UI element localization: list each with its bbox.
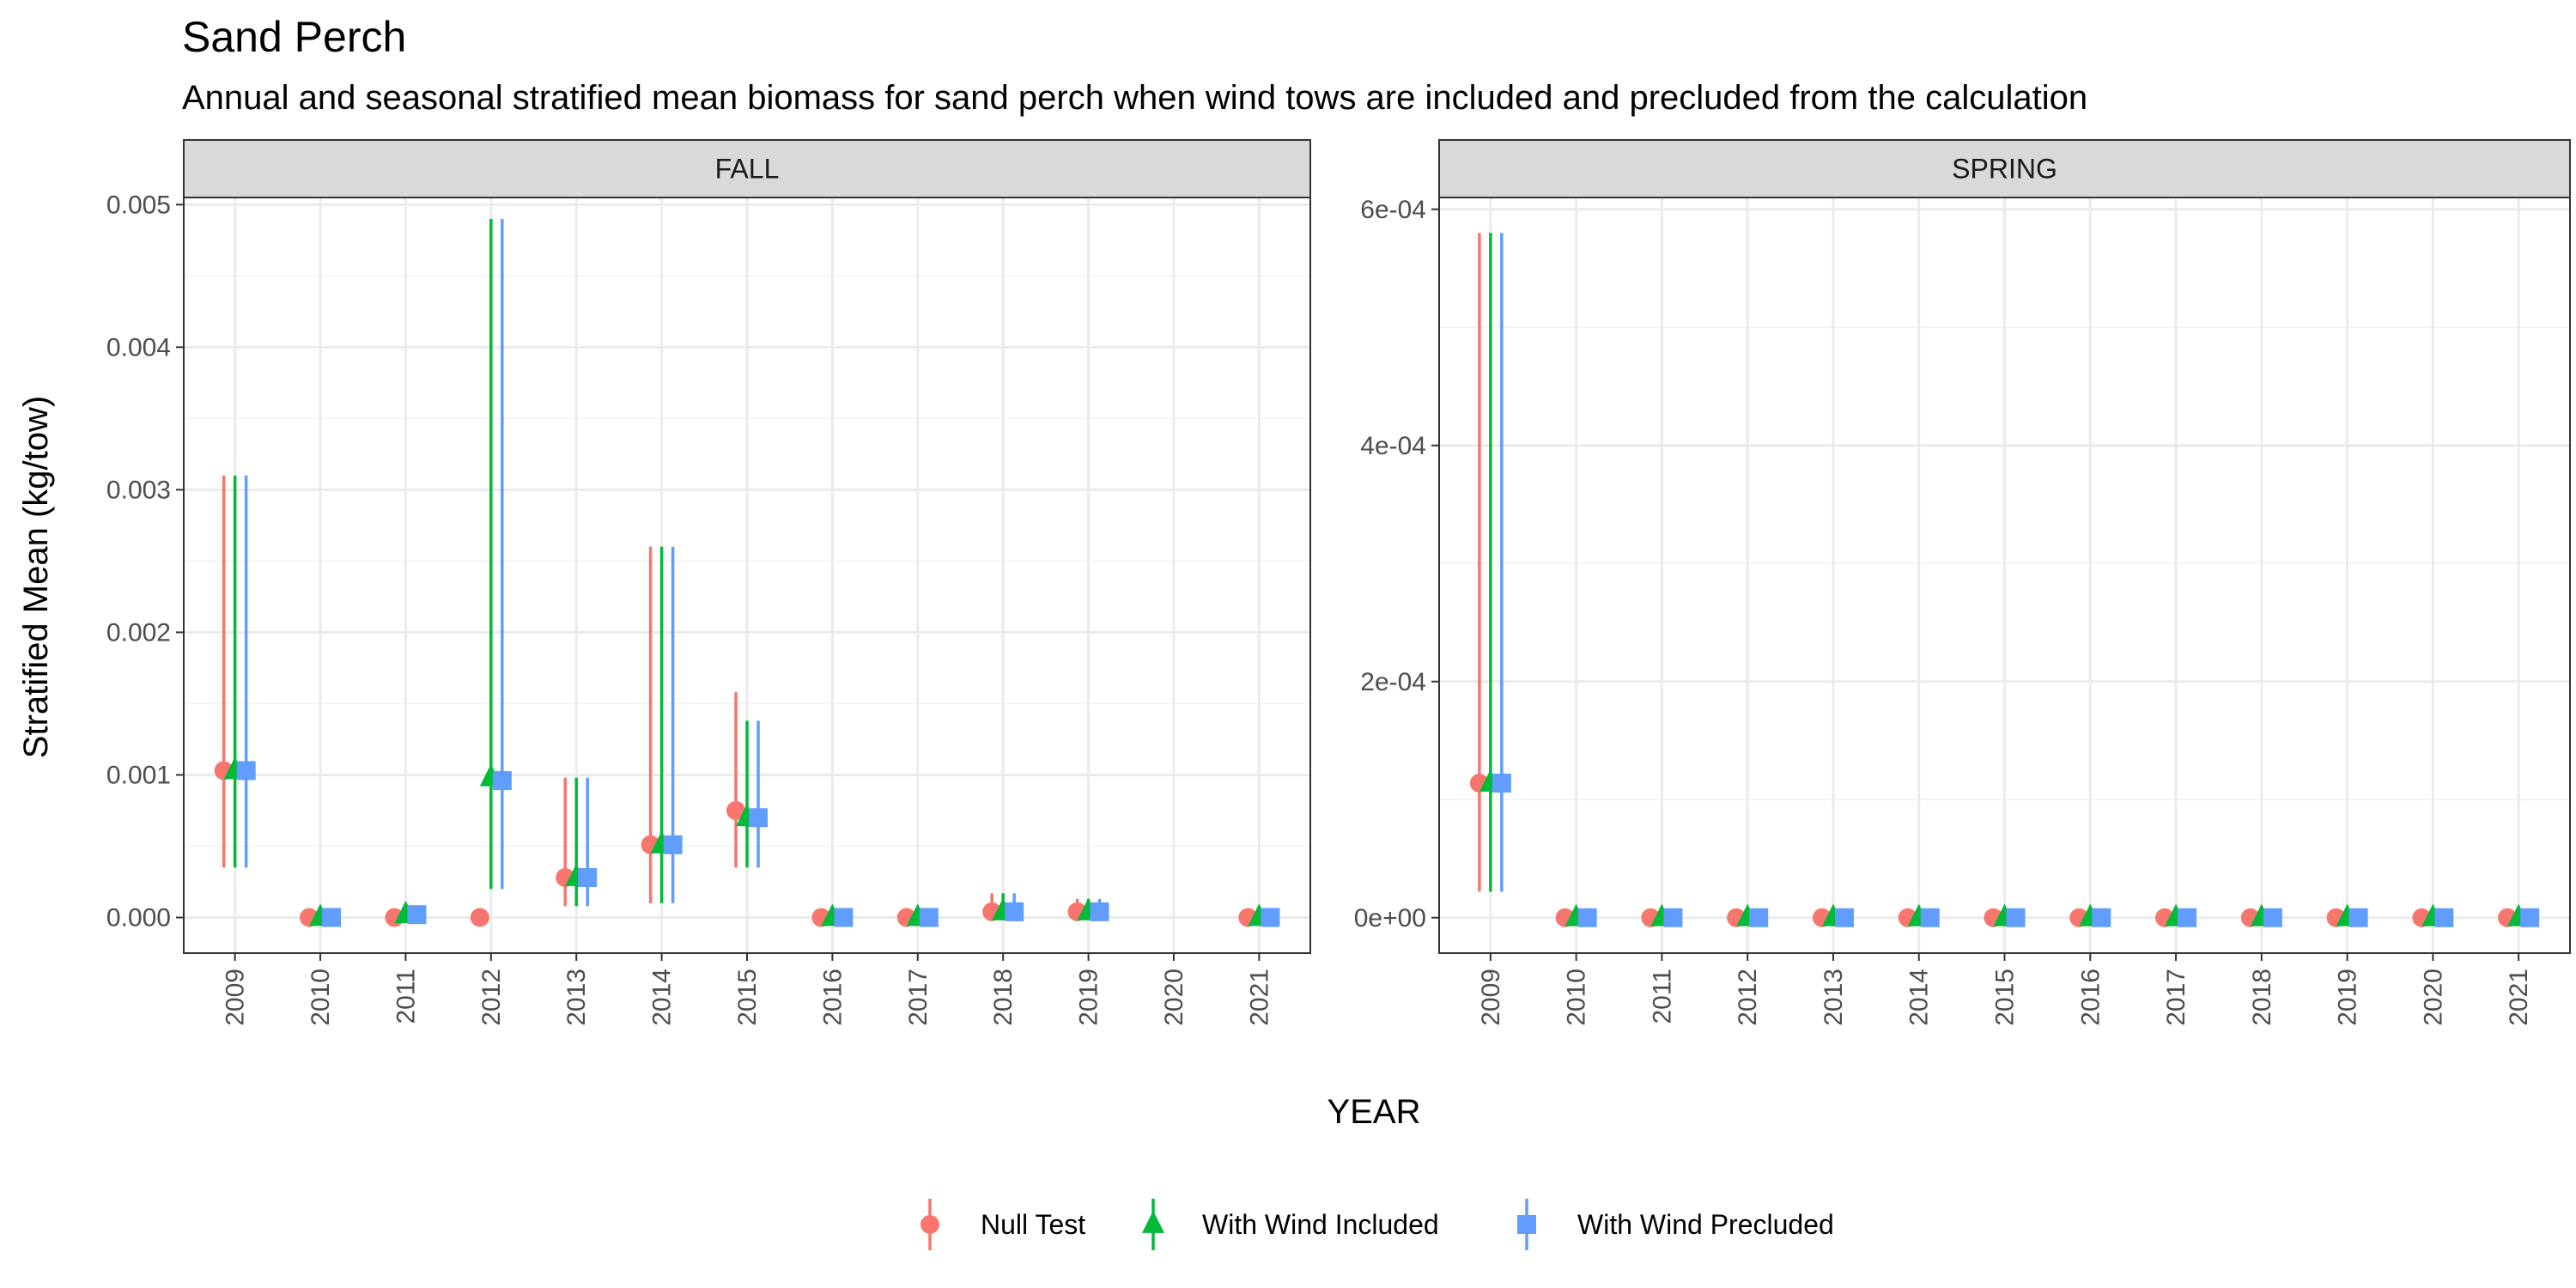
panel-fall: 0.000 0.001 0.002 0.003 0.004 0.005 2009 2010 20… (106, 139, 1311, 1026)
y-tick-label: 0.003 (106, 476, 171, 504)
series-with-wind-precluded (236, 218, 1280, 927)
x-tick-label: 2010 (307, 969, 335, 1026)
x-tick-label: 2015 (1991, 969, 2020, 1026)
data-point (2178, 908, 2197, 927)
y-tick-label: 4e-04 (1360, 432, 1426, 460)
data-point (919, 908, 939, 927)
x-tick-label: 2021 (2505, 969, 2533, 1026)
legend-label: With Wind Precluded (1577, 1209, 1834, 1240)
x-tick-label: 2015 (733, 969, 762, 1026)
x-tick-label: 2013 (1820, 969, 1848, 1026)
data-point (2263, 908, 2282, 927)
y-axis-title: Stratified Mean (kg/tow) (17, 396, 55, 758)
x-axis-title: YEAR (1327, 1093, 1421, 1131)
chart-subtitle: Annual and seasonal stratified mean biom… (182, 79, 2087, 117)
data-point (578, 868, 598, 887)
data-point (1577, 908, 1597, 927)
data-point (1090, 902, 1109, 921)
data-point (1663, 908, 1683, 927)
x-tick-label: 2017 (2162, 969, 2190, 1026)
data-point (322, 908, 342, 927)
x-tick-label: 2011 (392, 969, 420, 1024)
legend: Null Test With Wind Included With Wind Pre… (920, 1199, 1834, 1250)
data-point (1005, 902, 1024, 921)
x-tick-label: 2016 (2076, 969, 2105, 1026)
x-tick-label: 2014 (648, 969, 677, 1026)
x-tick-label: 2013 (562, 969, 591, 1026)
x-tick-label: 2019 (1075, 969, 1103, 1026)
x-tick-label: 2020 (2419, 969, 2447, 1026)
data-point (2348, 908, 2368, 927)
data-point (2092, 908, 2111, 927)
data-point (236, 761, 256, 781)
x-tick-label: 2017 (904, 969, 933, 1026)
panel-spring: 0e+00 2e-04 4e-04 6e-04 2009 2010 2011 2012 2013… (1354, 139, 2571, 1026)
data-point (834, 908, 854, 927)
x-tick-label: 2019 (2334, 969, 2362, 1026)
x-tick-label: 2020 (1160, 969, 1188, 1026)
x-tick-label: 2011 (1648, 969, 1676, 1024)
series-with-wind-included (223, 218, 1271, 927)
data-point (2520, 908, 2540, 927)
panels-layer: 0.000 0.001 0.002 0.003 0.004 0.005 2009 2010 20… (106, 139, 2571, 1026)
legend-label: Null Test (981, 1209, 1085, 1240)
legend-key-marker (1517, 1215, 1536, 1234)
data-point (726, 800, 745, 820)
y-tick-label: 0e+00 (1354, 904, 1426, 933)
legend-label: With Wind Included (1202, 1209, 1439, 1240)
x-tick-label: 2021 (1245, 969, 1273, 1026)
x-tick-label: 2014 (1905, 969, 1934, 1026)
data-point (1749, 908, 1769, 927)
x-tick-label: 2012 (477, 969, 506, 1026)
data-point (1492, 774, 1511, 793)
x-tick-label: 2018 (2248, 969, 2276, 1026)
x-tick-label: 2016 (818, 969, 847, 1026)
strip-label: SPRING (1952, 154, 2057, 185)
series-with-wind-precluded (1492, 233, 2540, 927)
x-tick-label: 2009 (222, 969, 250, 1026)
y-tick-label: 0.004 (106, 333, 171, 361)
legend-item: With Wind Included (1142, 1199, 1439, 1250)
x-tick-label: 2010 (1563, 969, 1591, 1026)
legend-key-marker (920, 1215, 939, 1234)
strip-background (183, 139, 1311, 198)
x-tick-label: 2009 (1477, 969, 1505, 1026)
y-tick-label: 6e-04 (1360, 196, 1426, 224)
data-point (1261, 908, 1280, 927)
y-tick-label: 2e-04 (1360, 668, 1426, 696)
legend-item: Null Test (920, 1199, 1085, 1250)
data-point (407, 905, 427, 925)
y-tick-label: 0.000 (106, 903, 171, 932)
strip-background (1438, 139, 2571, 198)
y-tick-label: 0.002 (106, 618, 171, 647)
y-tick-label: 0.005 (106, 191, 171, 219)
strip-label: FALL (715, 154, 780, 185)
data-point (663, 835, 683, 854)
data-point (492, 771, 512, 791)
x-tick-label: 2018 (989, 969, 1018, 1026)
legend-key-marker (1142, 1210, 1164, 1233)
data-point (1834, 908, 1854, 927)
data-point (749, 808, 768, 828)
data-point (470, 908, 489, 927)
y-tick-label: 0.001 (106, 761, 171, 789)
chart-title: Sand Perch (182, 13, 406, 61)
data-point (2006, 908, 2026, 927)
data-point (1920, 908, 1940, 927)
legend-item: With Wind Precluded (1517, 1199, 1834, 1250)
x-tick-label: 2012 (1734, 969, 1762, 1026)
data-point (2434, 908, 2454, 927)
